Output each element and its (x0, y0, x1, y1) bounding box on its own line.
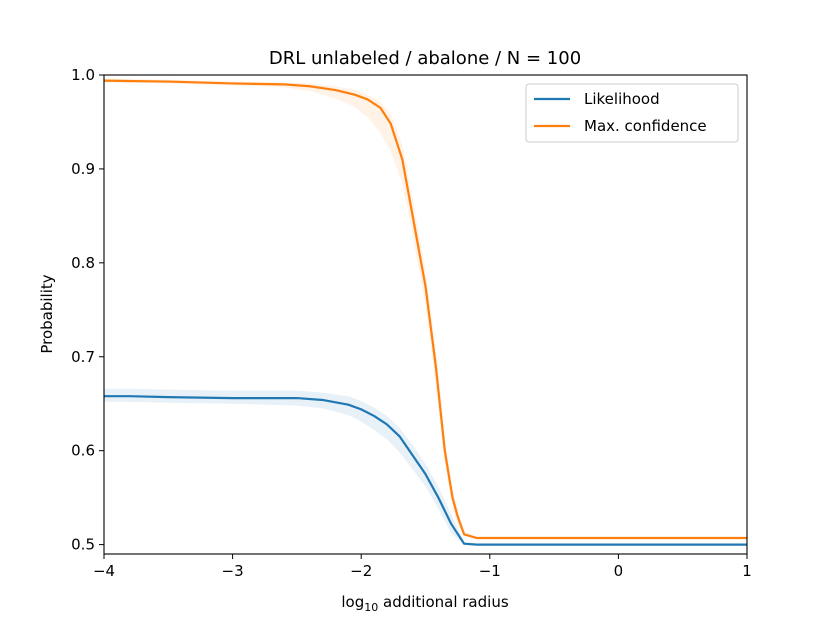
y-tick-label: 0.9 (71, 160, 95, 178)
axes-frame (103, 74, 748, 555)
legend-label: Likelihood (584, 90, 660, 108)
y-tick-label: 1.0 (71, 66, 95, 84)
x-tick-label: 1 (742, 562, 752, 580)
x-axis-label-subscript: 10 (364, 601, 378, 614)
chart-title: DRL unlabeled / abalone / N = 100 (269, 48, 581, 69)
plot-area: −4 −3 −2 −1 0 1 0.5 0.6 0.7 0.8 0.9 1.0 (71, 66, 752, 580)
series-line-1 (103, 79, 747, 540)
x-tick-label: −2 (350, 562, 372, 580)
x-axis-label-suffix: additional radius (378, 593, 509, 611)
y-tick-label: 0.6 (71, 442, 95, 460)
x-axis-label: log10 additional radius (341, 593, 508, 614)
y-tick-label: 0.8 (71, 254, 95, 272)
x-tick-label: −4 (93, 562, 115, 580)
legend-label: Max. confidence (584, 117, 707, 135)
y-axis-label: Probability (38, 274, 56, 353)
series-line-0 (104, 395, 747, 546)
x-axis-label-prefix: log (341, 593, 364, 611)
y-tick-label: 0.7 (71, 348, 95, 366)
x-tick-label: −1 (479, 562, 501, 580)
legend-box (525, 83, 739, 143)
x-tick-label: −3 (222, 562, 244, 580)
y-tick-label: 0.5 (71, 536, 95, 554)
legend: Likelihood Max. confidence (525, 83, 739, 143)
series-band-0 (104, 388, 747, 545)
x-tick-label: 0 (614, 562, 624, 580)
